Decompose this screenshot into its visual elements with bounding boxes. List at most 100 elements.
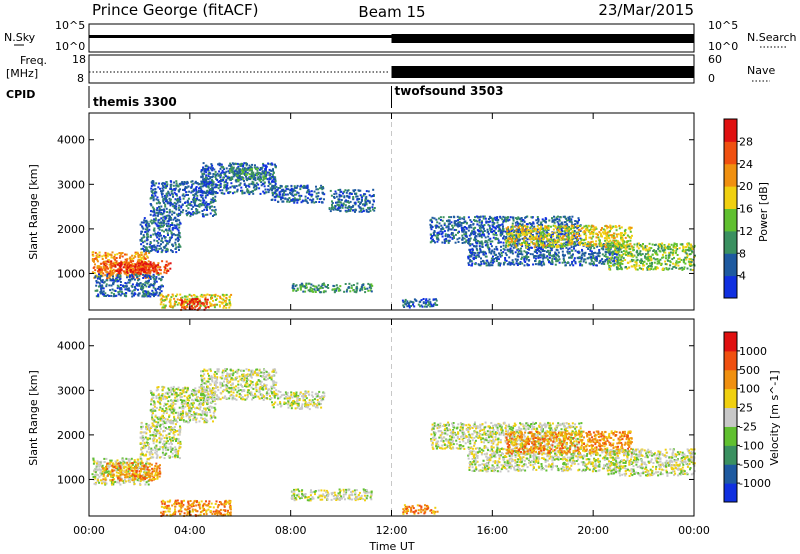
scatter-pixel (275, 185, 278, 188)
scatter-pixel (537, 247, 540, 250)
scatter-pixel (554, 239, 556, 242)
scatter-pixel (210, 183, 213, 186)
scatter-pixel (153, 221, 156, 224)
scatter-pixel (543, 263, 546, 266)
scatter-pixel (202, 184, 205, 187)
scatter-pixel (241, 167, 244, 170)
scatter-pixel (609, 228, 612, 231)
scatter-pixel (368, 207, 371, 210)
scatter-pixel (453, 237, 455, 239)
scatter-pixel (237, 167, 240, 170)
scatter-pixel (205, 192, 207, 194)
scatter-pixel (105, 256, 108, 259)
scatter-pixel (310, 190, 313, 193)
scatter-pixel (515, 224, 517, 227)
scatter-pixel (551, 220, 554, 223)
scatter-pixel (576, 227, 579, 230)
scatter-pixel (624, 236, 627, 239)
scatter-pixel (173, 304, 176, 307)
scatter-pixel (146, 269, 148, 271)
scatter-pixel (545, 256, 548, 259)
scatter-pixel (240, 189, 242, 192)
scatter-pixel (538, 262, 541, 265)
scatter-pixel (579, 262, 582, 265)
scatter-pixel (119, 294, 122, 297)
scatter-pixel (461, 217, 464, 220)
scatter-pixel (243, 183, 246, 186)
scatter-pixel (162, 186, 165, 189)
scatter-pixel (183, 295, 186, 298)
scatter-pixel (151, 180, 154, 182)
scatter-pixel (165, 298, 168, 301)
scatter-pixel (165, 192, 168, 195)
scatter-pixel (326, 286, 329, 289)
scatter-pixel (471, 253, 474, 256)
scatter-pixel (337, 289, 340, 292)
scatter-pixel (610, 245, 613, 248)
scatter-pixel (236, 172, 239, 175)
scatter-pixel (583, 238, 586, 241)
scatter-pixel (271, 185, 274, 188)
scatter-pixel (333, 291, 336, 294)
scatter-pixel (143, 256, 146, 259)
scatter-pixel (203, 204, 206, 207)
scatter-pixel (162, 198, 165, 201)
scatter-pixel (553, 245, 555, 248)
scatter-pixel (176, 185, 179, 188)
scatter-pixel (190, 208, 193, 211)
scatter-pixel (535, 251, 537, 253)
scatter-pixel (207, 175, 210, 178)
scatter-pixel (211, 297, 214, 299)
scatter-pixel (540, 240, 543, 243)
scatter-pixel (102, 290, 105, 293)
scatter-pixel (116, 273, 119, 275)
scatter-pixel (207, 178, 210, 181)
scatter-pixel (348, 196, 351, 199)
scatter-pixel (442, 228, 445, 231)
scatter-pixel (550, 247, 552, 249)
scatter-pixel (589, 263, 592, 266)
scatter-pixel (204, 176, 207, 179)
scatter-pixel (503, 218, 506, 221)
scatter-pixel (93, 260, 95, 263)
scatter-pixel (595, 257, 598, 260)
scatter-pixel (206, 177, 209, 180)
scatter-pixel (479, 230, 482, 233)
scatter-pixel (203, 181, 206, 184)
scatter-pixel (407, 302, 410, 305)
scatter-pixel (529, 223, 532, 226)
scatter-pixel (593, 263, 595, 265)
scatter-pixel (417, 303, 420, 306)
scatter-pixel (496, 217, 498, 220)
scatter-pixel (340, 199, 343, 201)
scatter-pixel (153, 184, 156, 187)
scatter-pixel (171, 193, 174, 196)
scatter-pixel (175, 295, 178, 298)
scatter-pixel (540, 221, 543, 224)
scatter-pixel (513, 229, 516, 232)
scatter-pixel (105, 265, 108, 268)
scatter-pixel (224, 299, 226, 302)
scatter-pixel (163, 236, 166, 239)
scatter-pixel (508, 229, 511, 232)
scatter-pixel (293, 185, 296, 188)
scatter-pixel (488, 248, 491, 251)
scatter-pixel (361, 196, 363, 199)
scatter-pixel (222, 167, 225, 170)
scatter-pixel (538, 259, 541, 262)
scatter-pixel (153, 281, 156, 284)
scatter-pixel (175, 226, 178, 229)
scatter-pixel (486, 245, 489, 248)
scatter-pixel (320, 285, 323, 288)
scatter-pixel (477, 216, 480, 219)
scatter-pixel (221, 169, 224, 172)
scatter-pixel (363, 286, 366, 289)
scatter-pixel (490, 259, 493, 262)
scatter-pixel (151, 190, 154, 193)
scatter-pixel (216, 192, 219, 194)
scatter-pixel (475, 247, 478, 250)
scatter-pixel (296, 287, 299, 290)
scatter-pixel (620, 226, 623, 229)
scatter-pixel (447, 235, 450, 238)
